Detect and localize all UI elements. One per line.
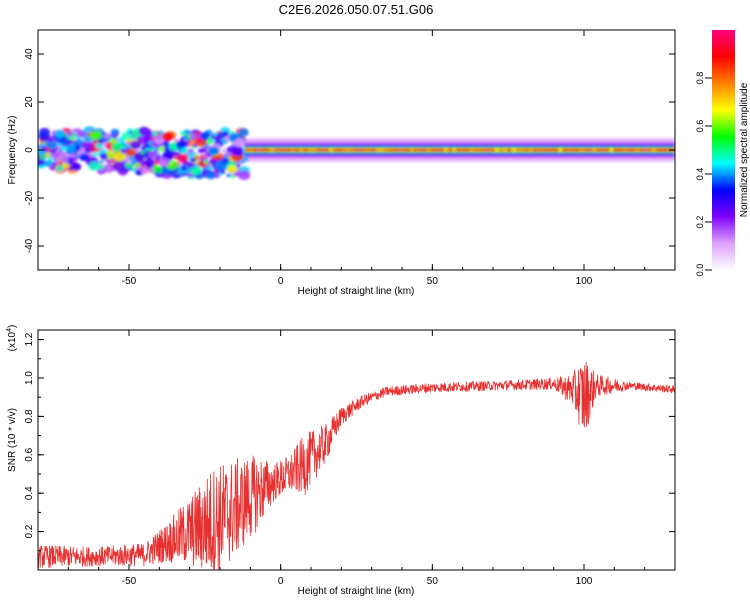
spectrogram-axes: -50 0 50 100 -40 -20 0 20 40	[24, 30, 676, 287]
snr-panel: -50 0 50 100 0.2 0.4 0.6 0.8 1.0 1.2 Height of st…	[6, 325, 676, 597]
snr-series-line	[38, 361, 675, 570]
spectrogram-ytick-label: 0	[24, 147, 35, 153]
spectrogram-heatmap	[38, 126, 675, 181]
snr-ylabel: SNR (10 * v/v)	[7, 408, 18, 472]
snr-ytick-label: 0.4	[24, 486, 35, 500]
snr-scale-close: )	[7, 325, 18, 328]
spectrogram-xtick-label: -50	[122, 276, 137, 287]
spectrogram-xlabel: Height of straight line (km)	[298, 286, 415, 297]
spectrogram-panel: -50 0 50 100 -40 -20 0 20 40 Height of straight …	[7, 29, 676, 297]
spectrogram-xtick-label: 100	[576, 276, 593, 287]
snr-background	[38, 330, 675, 570]
colorbar-tick-label: 0.0	[695, 264, 705, 277]
snr-xlabel: Height of straight line (km)	[298, 586, 415, 597]
snr-ytick-label: 1.2	[24, 332, 35, 346]
snr-scale-factor: (x104)	[6, 325, 18, 352]
snr-ytick-label: 0.6	[24, 447, 35, 461]
spectrogram-ytick-label: 40	[24, 48, 35, 60]
spectrogram-ytick-label: -40	[24, 238, 35, 253]
colorbar: 0.0 0.2 0.4 0.6 0.8 Normalized spectral ampl…	[695, 30, 750, 276]
spectrogram-ytick-label: 20	[24, 96, 35, 108]
spectrogram-xtick-label: 50	[427, 276, 439, 287]
figure-title: C2E6.2026.050.07.51.G06	[279, 2, 434, 17]
spectrogram-ytick-label: -20	[24, 190, 35, 205]
snr-ytick-label: 1.0	[24, 371, 35, 385]
colorbar-label: Normalized spectral amplitude	[739, 82, 750, 217]
colorbar-ticks: 0.0 0.2 0.4 0.6 0.8	[695, 72, 712, 277]
colorbar-tick-label: 0.2	[695, 216, 705, 229]
snr-ytick-label: 0.2	[24, 524, 35, 538]
snr-scale-base: (x10	[7, 331, 18, 351]
colorbar-tick-label: 0.8	[695, 72, 705, 85]
snr-xtick-label: -50	[122, 576, 137, 587]
svg-text:(x104): (x104)	[6, 325, 18, 352]
spectrogram-ylabel: Frequency (Hz)	[7, 116, 18, 185]
colorbar-tick-label: 0.6	[695, 120, 705, 133]
snr-axes: -50 0 50 100 0.2 0.4 0.6 0.8 1.0 1.2	[24, 330, 676, 587]
snr-scale-exponent: 4	[6, 328, 13, 332]
spectrogram-xtick-label: 0	[278, 276, 284, 287]
snr-xtick-label: 100	[576, 576, 593, 587]
snr-xtick-label: 0	[278, 576, 284, 587]
snr-frame	[37, 329, 676, 571]
snr-xtick-label: 50	[427, 576, 439, 587]
colorbar-strip	[712, 30, 735, 270]
colorbar-tick-label: 0.4	[695, 168, 705, 181]
snr-ytick-label: 0.8	[24, 409, 35, 423]
